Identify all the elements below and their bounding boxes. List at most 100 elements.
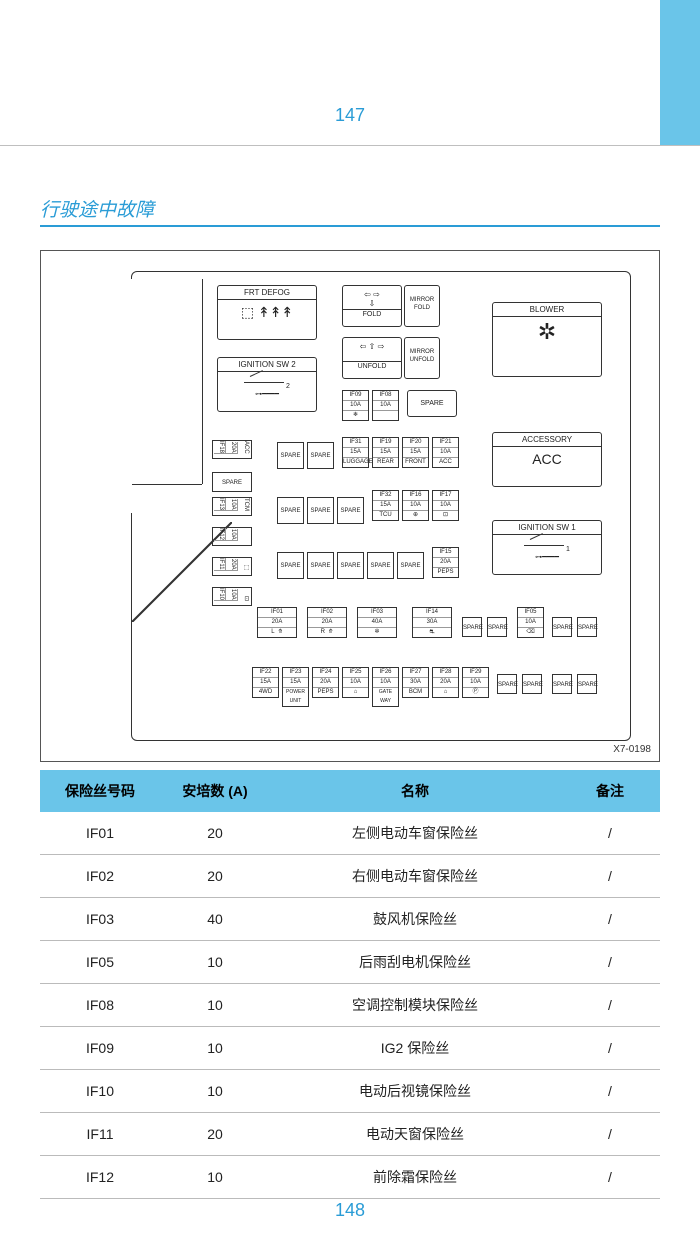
table-cell: IF10 (40, 1070, 160, 1113)
col-name: 名称 (270, 770, 560, 812)
spare-d4: SPARE (577, 617, 597, 637)
fuse-if15: IF1520APEPS (432, 547, 459, 578)
spare-g7: SPARE (307, 552, 334, 579)
fold-label: FOLD (343, 310, 401, 319)
table-cell: 10 (160, 941, 270, 984)
spare-g2: SPARE (307, 442, 334, 469)
table-cell: IF08 (40, 984, 160, 1027)
spare-g10: SPARE (397, 552, 424, 579)
spare-l1: SPARE (212, 472, 252, 492)
panel-mirror-fold: MIRROR FOLD (404, 285, 440, 327)
panel-unfold: ⇦ ⇧ ⇨ UNFOLD (342, 337, 402, 379)
fuse-if11: IF1120A⬚ (212, 557, 252, 576)
table-cell: 右侧电动车窗保险丝 (270, 855, 560, 898)
table-cell: 10 (160, 1027, 270, 1070)
spare-g8: SPARE (337, 552, 364, 579)
panel-ignition-sw1: IGNITION SW 1 1⊶━━━━ (492, 520, 602, 575)
top-divider (0, 145, 700, 146)
title-underline (40, 225, 660, 227)
table-row: IF1210前除霜保险丝/ (40, 1156, 660, 1199)
fuse-if31: IF3115ALUGGAGE (342, 437, 369, 468)
table-cell: 20 (160, 1113, 270, 1156)
fuse-if22: IF2215A4WD (252, 667, 279, 698)
spare-e2: SPARE (522, 674, 542, 694)
table-cell: 电动天窗保险丝 (270, 1113, 560, 1156)
fuse-if09: IF0910A❄ (342, 390, 369, 421)
table-cell: 10 (160, 1070, 270, 1113)
section-title: 行驶途中故障 (40, 195, 154, 222)
table-cell: IF12 (40, 1156, 160, 1199)
col-remark: 备注 (560, 770, 660, 812)
diagram-id: X7-0198 (613, 744, 651, 755)
spare-d3: SPARE (552, 617, 572, 637)
spare-e4: SPARE (577, 674, 597, 694)
spare-e3: SPARE (552, 674, 572, 694)
frt-defog-label: FRT DEFOG (218, 286, 316, 300)
fuse-if25: IF2510A⌂ (342, 667, 369, 698)
table-row: IF0220右侧电动车窗保险丝/ (40, 855, 660, 898)
fuse-if03: IF0340A✲ (357, 607, 397, 638)
table-cell: IG2 保险丝 (270, 1027, 560, 1070)
spare-top: SPARE (407, 390, 457, 417)
fuse-if24: IF2420APEPS (312, 667, 339, 698)
fuse-if29: IF2910AⓅ (462, 667, 489, 698)
table-cell: / (560, 812, 660, 855)
table-cell: 20 (160, 855, 270, 898)
fuse-if16: IF1610A⊕ (402, 490, 429, 521)
table-cell: 20 (160, 812, 270, 855)
fusebox-diagram: FRT DEFOG ⬚ ↟↟↟ IGNITION SW 2 2⊶━━━━ ⇦ ⇨… (131, 271, 631, 741)
table-cell: 后雨刮电机保险丝 (270, 941, 560, 984)
table-cell: 鼓风机保险丝 (270, 898, 560, 941)
table-cell: 前除霜保险丝 (270, 1156, 560, 1199)
fuse-if20: IF2015AFRONT (402, 437, 429, 468)
spare-g3: SPARE (277, 497, 304, 524)
table-cell: / (560, 941, 660, 984)
table-cell: IF05 (40, 941, 160, 984)
panel-accessory: ACCESSORY ACC (492, 432, 602, 487)
spare-g4: SPARE (307, 497, 334, 524)
table-cell: IF02 (40, 855, 160, 898)
fuse-if18: IF1820AACC (212, 440, 252, 459)
spare-e1: SPARE (497, 674, 517, 694)
table-cell: / (560, 984, 660, 1027)
fuse-if14: IF1430A⛐ (412, 607, 452, 638)
fuse-if10: IF1010A⊡ (212, 587, 252, 606)
fuse-if19: IF1915AREAR (372, 437, 399, 468)
panel-frt-defog: FRT DEFOG ⬚ ↟↟↟ (217, 285, 317, 340)
table-row: IF1120电动天窗保险丝/ (40, 1113, 660, 1156)
table-cell: / (560, 1156, 660, 1199)
table-row: IF1010电动后视镜保险丝/ (40, 1070, 660, 1113)
spare-g6: SPARE (277, 552, 304, 579)
ign-sw2-label: IGNITION SW 2 (218, 358, 316, 372)
spare-g5: SPARE (337, 497, 364, 524)
table-cell: / (560, 1113, 660, 1156)
fuse-if17: IF1710A⊡ (432, 490, 459, 521)
spare-g1: SPARE (277, 442, 304, 469)
table-cell: / (560, 898, 660, 941)
table-cell: / (560, 1027, 660, 1070)
panel-ignition-sw2: IGNITION SW 2 2⊶━━━━ (217, 357, 317, 412)
accessory-label: ACCESSORY (493, 433, 601, 447)
table-cell: IF03 (40, 898, 160, 941)
table-cell: 电动后视镜保险丝 (270, 1070, 560, 1113)
spare-g9: SPARE (367, 552, 394, 579)
fuse-if21: IF2110AACC (432, 437, 459, 468)
fuse-if27: IF2730ABCM (402, 667, 429, 698)
spare-d2: SPARE (487, 617, 507, 637)
panel-mirror-unfold: MIRROR UNFOLD (404, 337, 440, 379)
fuse-if05: IF0510A⌫ (517, 607, 544, 638)
table-cell: IF09 (40, 1027, 160, 1070)
page-number-top: 147 (0, 105, 700, 126)
unfold-label: UNFOLD (343, 362, 401, 371)
fusebox-diagram-frame: FRT DEFOG ⬚ ↟↟↟ IGNITION SW 2 2⊶━━━━ ⇦ ⇨… (40, 250, 660, 762)
table-cell: IF01 (40, 812, 160, 855)
fuse-if12: IF1210A (212, 527, 252, 546)
fuse-if02: IF0220AR ⤊ (307, 607, 347, 638)
fuse-if28: IF2820A⌂ (432, 667, 459, 698)
table-cell: / (560, 1070, 660, 1113)
table-header-row: 保险丝号码 安培数 (A) 名称 备注 (40, 770, 660, 812)
table-cell: 10 (160, 1156, 270, 1199)
acc-label: ACC (493, 447, 601, 471)
table-row: IF0510后雨刮电机保险丝/ (40, 941, 660, 984)
table-cell: IF11 (40, 1113, 160, 1156)
